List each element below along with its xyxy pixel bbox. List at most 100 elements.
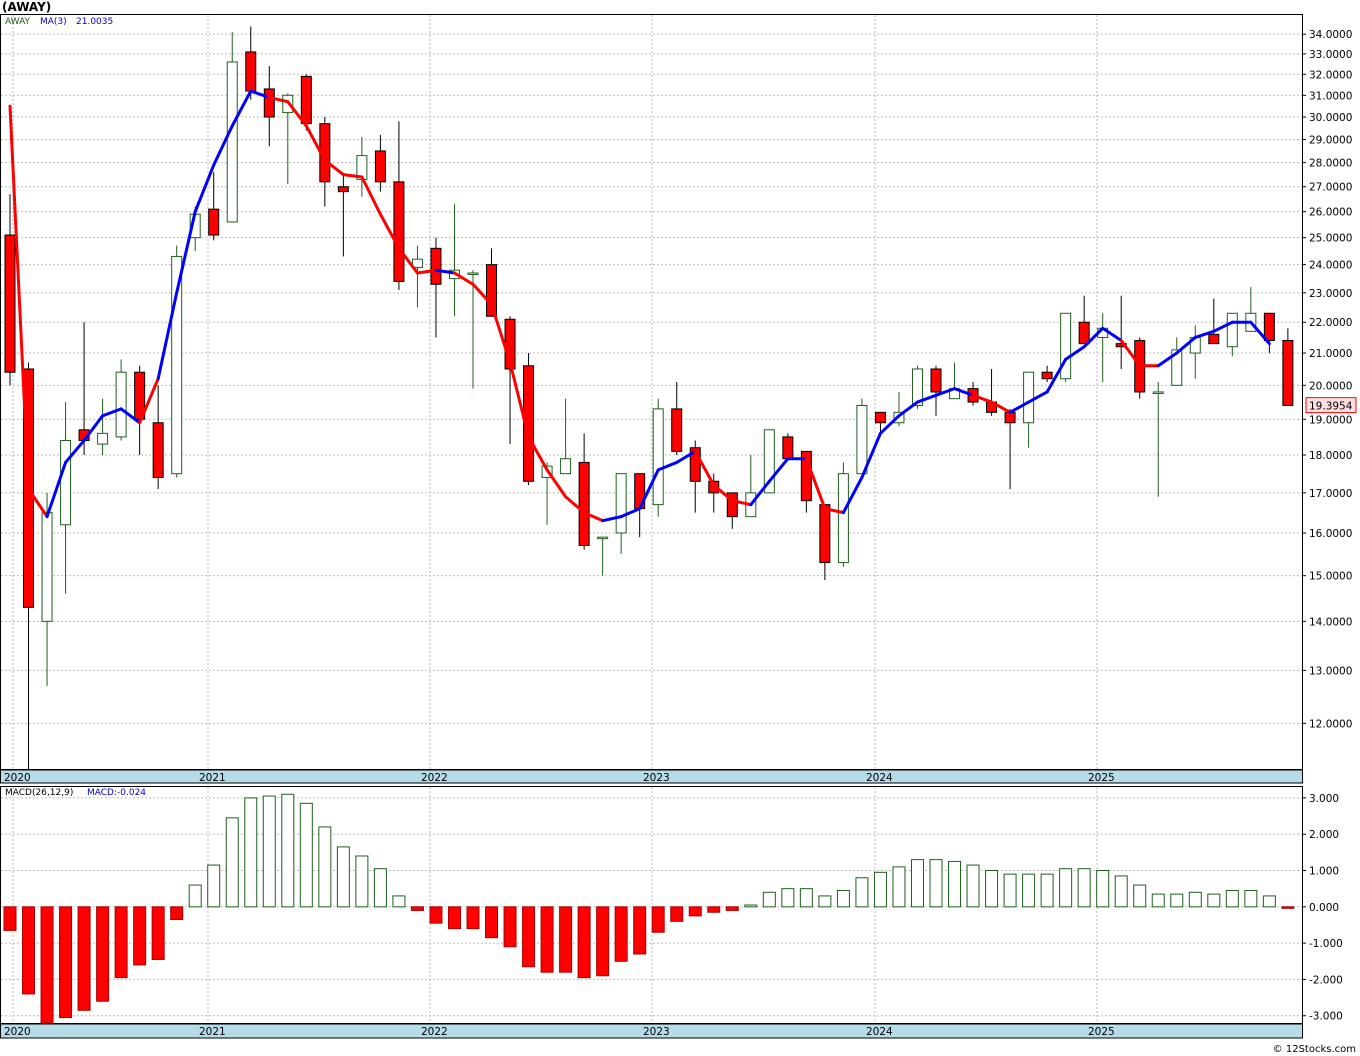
ma-segment bbox=[249, 89, 271, 99]
macd-bar bbox=[207, 864, 221, 908]
ma-segment bbox=[693, 449, 716, 487]
price-tick-label: 26.0000 bbox=[1309, 207, 1352, 219]
macd-bar bbox=[114, 906, 128, 979]
macd-bar bbox=[1077, 868, 1091, 908]
ma-segment bbox=[119, 407, 142, 425]
ma-segment bbox=[1156, 351, 1179, 368]
ma-segment bbox=[1045, 357, 1068, 394]
macd-bar bbox=[929, 859, 943, 908]
candle-body bbox=[874, 411, 886, 424]
macd-bar bbox=[836, 889, 850, 908]
candle-body bbox=[152, 422, 164, 478]
candle-body bbox=[245, 51, 257, 92]
ma-segment bbox=[304, 124, 327, 162]
chart-title: (AWAY) bbox=[2, 0, 52, 14]
price-x-label: 2020 bbox=[4, 772, 31, 784]
macd-bar bbox=[540, 906, 554, 973]
ma-segment bbox=[878, 414, 901, 435]
candle-body bbox=[1171, 349, 1183, 386]
ma-segment bbox=[712, 483, 734, 503]
candle-body bbox=[1041, 371, 1053, 380]
macd-bar bbox=[1096, 870, 1110, 908]
ma-segment bbox=[45, 460, 68, 519]
macd-bar bbox=[299, 802, 313, 908]
ma-segment bbox=[767, 457, 790, 483]
ma-segment bbox=[1027, 390, 1049, 404]
ma-segment bbox=[508, 361, 531, 439]
price-tick-label: 18.0000 bbox=[1309, 450, 1352, 462]
macd-bar bbox=[522, 906, 536, 968]
ma-segment bbox=[860, 431, 882, 479]
ma-segment bbox=[156, 291, 179, 381]
candle-body bbox=[1282, 340, 1294, 406]
macd-bar bbox=[688, 906, 702, 917]
macd-tick-label: 1.000 bbox=[1309, 866, 1339, 878]
price-tag-box bbox=[1305, 397, 1357, 414]
macd-bar bbox=[873, 871, 887, 908]
ma-segment bbox=[1249, 320, 1271, 346]
candle-body bbox=[393, 181, 405, 282]
candle-body bbox=[578, 461, 590, 547]
macd-bar bbox=[133, 906, 147, 966]
candle-body bbox=[337, 186, 349, 193]
price-tag-text: 19.3954 bbox=[1309, 401, 1353, 413]
ma-segment bbox=[823, 507, 845, 515]
macd-bar bbox=[355, 855, 369, 908]
price-x-axis-band bbox=[0, 769, 1303, 784]
ma-segment bbox=[841, 475, 864, 515]
macd-bar bbox=[59, 906, 73, 1019]
ma-segment bbox=[82, 414, 105, 442]
ma-segment bbox=[730, 499, 753, 507]
ma-segment bbox=[1101, 326, 1123, 343]
macd-bar bbox=[188, 884, 202, 908]
price-x-label: 2025 bbox=[1088, 772, 1115, 784]
candle-body bbox=[671, 408, 683, 452]
ma-segment bbox=[286, 100, 308, 128]
macd-bar bbox=[1151, 893, 1165, 908]
ma-segment bbox=[341, 173, 364, 179]
macd-bar bbox=[96, 906, 110, 1002]
macd-bar bbox=[596, 906, 610, 977]
macd-bar bbox=[503, 906, 517, 948]
macd-bar bbox=[910, 859, 924, 908]
macd-bar bbox=[485, 906, 499, 939]
macd-y-axis: -3.000 -2.000 -1.000 0.000 1.000 2.000 3.000 bbox=[1302, 793, 1343, 1023]
price-tick-label: 30.0000 bbox=[1309, 112, 1352, 124]
ma-segment bbox=[415, 268, 438, 275]
macd-bar bbox=[392, 895, 406, 908]
ma-segment bbox=[638, 468, 660, 511]
macd-bar bbox=[151, 906, 165, 960]
candle-body bbox=[60, 439, 72, 526]
macd-x-axis: 2020 2021 2022 2023 2024 2025 bbox=[4, 1026, 1115, 1038]
price-tick-label: 19.0000 bbox=[1309, 414, 1352, 426]
price-x-label: 2023 bbox=[643, 772, 670, 784]
macd-bar bbox=[799, 888, 813, 908]
candle-body bbox=[467, 272, 479, 275]
candle-body bbox=[1263, 312, 1275, 342]
candle-body bbox=[171, 255, 183, 475]
price-tick-label: 34.0000 bbox=[1309, 29, 1352, 41]
macd-bar bbox=[1114, 875, 1128, 908]
macd-tick-label: 3.000 bbox=[1309, 793, 1339, 805]
macd-bar bbox=[1059, 868, 1073, 908]
macd-bar bbox=[447, 906, 461, 930]
ma-segment bbox=[527, 435, 549, 472]
candle-body bbox=[837, 473, 849, 564]
ma-segment bbox=[64, 438, 86, 464]
macd-tick-label: -3.000 bbox=[1309, 1011, 1343, 1023]
legend-ma-value: 21.0035 bbox=[76, 17, 113, 27]
candle-body bbox=[374, 150, 386, 183]
macd-bar bbox=[1170, 893, 1184, 908]
ma-segment bbox=[1193, 329, 1216, 339]
macd-bar bbox=[1262, 895, 1276, 908]
macd-bar bbox=[429, 906, 443, 924]
macd-bar bbox=[725, 906, 739, 911]
price-x-axis: 2020 2021 2022 2023 2024 2025 bbox=[4, 772, 1115, 784]
macd-bar bbox=[40, 906, 54, 1024]
macd-bar bbox=[985, 870, 999, 908]
candle-body bbox=[430, 247, 442, 285]
candle-body bbox=[1004, 411, 1016, 424]
ma-segment bbox=[490, 302, 512, 365]
ma-segment bbox=[564, 495, 586, 515]
